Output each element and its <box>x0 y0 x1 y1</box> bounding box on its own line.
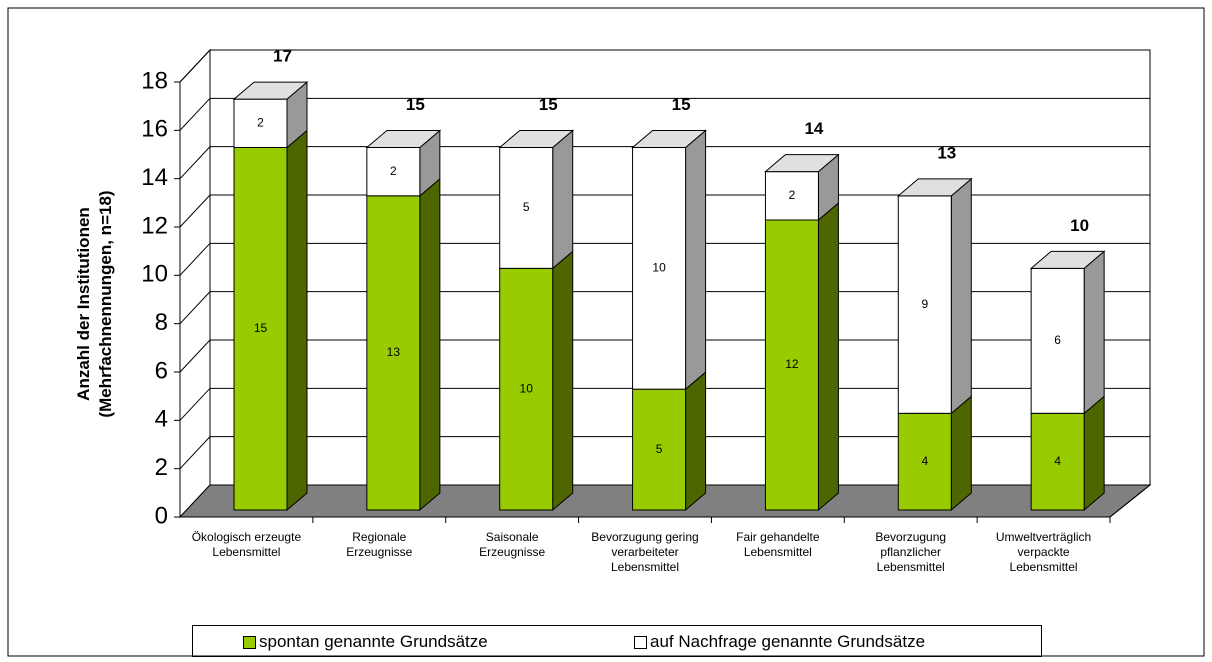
value-label: 13 <box>387 345 401 359</box>
bar-top <box>631 130 707 148</box>
y-tick-label: 12 <box>141 212 168 239</box>
bar-side <box>685 129 707 391</box>
bar <box>632 388 687 511</box>
total-label: 15 <box>539 95 558 114</box>
floor-edge <box>1109 484 1151 518</box>
value-label: 4 <box>1054 454 1061 468</box>
bar-side <box>817 201 839 512</box>
x-tick-label: Fair gehandelte Lebensmittel <box>736 530 820 559</box>
y-tick-label: 10 <box>141 261 168 288</box>
x-tick-label: Ökologisch erzeugte Lebensmittel <box>191 530 302 559</box>
value-label: 4 <box>921 454 928 468</box>
bar-top <box>365 130 442 148</box>
bar <box>632 147 687 390</box>
bar-top <box>764 154 840 173</box>
grid-line <box>179 97 1150 131</box>
x-tick-label: Bevorzugung pflanzlicher Lebensmittel <box>875 530 947 574</box>
bar-side <box>552 129 574 270</box>
legend-label: auf Nachfrage genannte Grundsätze <box>650 632 926 651</box>
y-tick-label: 18 <box>141 67 168 94</box>
value-label: 2 <box>390 164 397 178</box>
y-tick-label: 16 <box>141 116 168 143</box>
bar <box>499 267 554 511</box>
y-tick-label: 4 <box>155 406 168 433</box>
x-tick-label: Regionale Erzeugnisse <box>346 530 413 559</box>
legend-entry: auf Nachfrage genannte Grundsätze <box>634 632 925 652</box>
total-label: 10 <box>1070 216 1089 235</box>
bar-side <box>950 177 972 415</box>
bar <box>897 195 952 414</box>
total-label: 14 <box>804 119 823 138</box>
bar <box>1030 412 1085 511</box>
bar-top <box>896 178 973 197</box>
grid-line <box>179 49 1150 83</box>
side-wall <box>179 48 211 519</box>
y-tick-label: 8 <box>155 309 168 336</box>
total-label: 15 <box>406 95 425 114</box>
value-label: 2 <box>257 116 264 130</box>
bar <box>366 147 421 197</box>
bar-side <box>552 250 574 512</box>
bar-side <box>419 177 441 512</box>
x-tick-label: Saisonale Erzeugnisse <box>479 530 546 559</box>
total-label: 17 <box>273 47 292 66</box>
y-tick-label: 14 <box>141 164 168 191</box>
bar-top <box>1029 250 1106 269</box>
bar <box>233 147 288 511</box>
legend-swatch <box>243 635 256 649</box>
bar-side <box>685 371 707 512</box>
total-label: 15 <box>672 95 691 114</box>
bar <box>764 219 819 511</box>
legend-entry: spontan genannte Grundsätze <box>243 632 488 652</box>
value-label: 10 <box>520 381 534 395</box>
y-tick-label: 0 <box>155 502 168 529</box>
legend: spontan genannte Grundsätze auf Nachfrage… <box>192 625 1042 657</box>
bar-top <box>232 81 309 100</box>
bar-side <box>950 395 972 512</box>
bar <box>764 171 819 221</box>
bar-side <box>1083 395 1105 512</box>
legend-swatch <box>634 635 647 649</box>
bar-top <box>498 130 575 148</box>
x-tick-label: Bevorzugung gering verarbeiteter Lebensm… <box>591 530 699 574</box>
y-axis-label: Anzahl der Institutionen (Mehrfachnennun… <box>74 190 115 418</box>
total-label: 13 <box>937 143 956 162</box>
x-tick-label: Umweltverträglich verpackte Lebensmittel <box>995 530 1092 574</box>
value-label: 10 <box>652 261 666 275</box>
y-tick-label: 6 <box>155 357 168 384</box>
value-label: 2 <box>789 188 796 202</box>
bar <box>897 412 952 511</box>
value-label: 6 <box>1054 333 1061 347</box>
value-label: 9 <box>921 297 928 311</box>
bar-side <box>1083 250 1105 415</box>
y-tick-label: 2 <box>155 454 168 481</box>
bar-side <box>286 129 308 512</box>
grid-line <box>179 146 1150 180</box>
value-label: 12 <box>785 357 799 371</box>
value-label: 5 <box>523 200 530 214</box>
value-label: 15 <box>254 321 268 335</box>
value-label: 5 <box>656 442 663 456</box>
bar <box>1030 267 1085 414</box>
bar <box>233 98 288 148</box>
legend-label: spontan genannte Grundsätze <box>259 632 488 651</box>
